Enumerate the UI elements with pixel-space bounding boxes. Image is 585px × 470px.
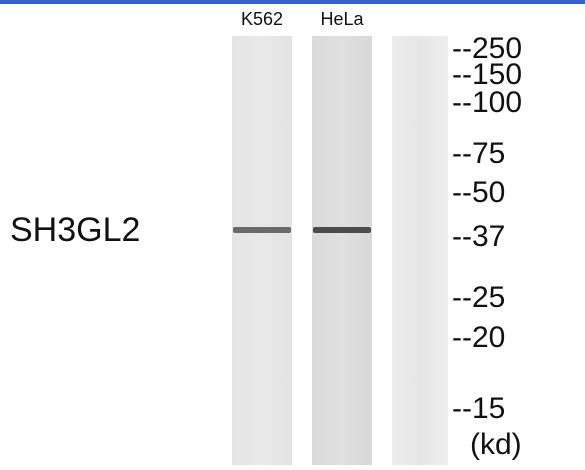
lane [232,36,292,465]
marker-label: --75 [452,137,505,170]
band [233,227,291,233]
protein-label: SH3GL2 [10,211,140,249]
unit-label: (kd) [470,428,522,461]
marker-label: --37 [452,220,505,253]
top-rule [0,0,585,4]
band [313,227,371,233]
marker-label: --20 [452,321,505,354]
lane [312,36,372,465]
marker-label: --100 [452,86,522,119]
marker-label: --50 [452,176,505,209]
marker-label: --25 [452,281,505,314]
blot-figure: SH3GL2 K562HeLa --250--150--100--75--50-… [0,0,585,465]
lane [392,36,448,465]
marker-label: --15 [452,392,505,425]
lane-label: HeLa [320,9,364,29]
lane-label: K562 [241,9,283,29]
